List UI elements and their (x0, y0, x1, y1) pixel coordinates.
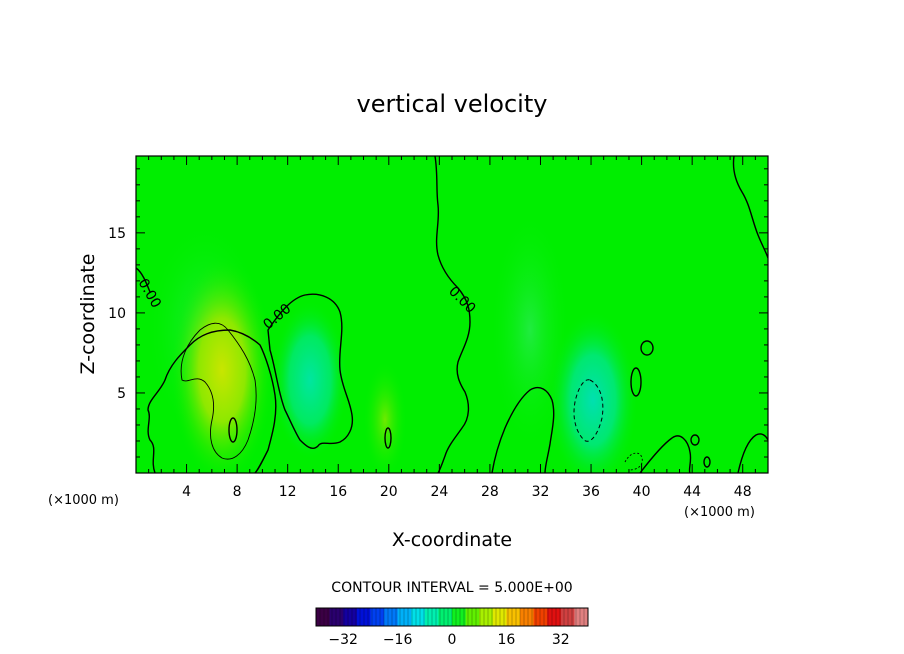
colorbar-swatch (384, 608, 399, 626)
colorbar-swatch (370, 608, 385, 626)
tick-marks (136, 156, 768, 473)
y-tick-labels: 5 10 15 (108, 226, 126, 402)
contour-lines (136, 156, 768, 473)
colorbar-swatch (506, 608, 521, 626)
colorbar-swatch (452, 608, 467, 626)
colorbar-swatch (479, 608, 494, 626)
y-axis-title: Z-coordinate (77, 254, 99, 375)
colorbar-swatch (438, 608, 453, 626)
shade-updraft-b (363, 360, 407, 473)
colorbar-swatch (343, 608, 358, 626)
y-tick-label: 5 (117, 386, 126, 402)
contour-zero-lower-right-b (737, 433, 768, 473)
contour-zero-c (434, 156, 471, 473)
contour-negative-downdraft (573, 379, 604, 442)
colorbar-tick-label: 0 (448, 632, 457, 648)
colorbar-swatch (411, 608, 426, 626)
x-unit-right: (×1000 m) (684, 505, 755, 520)
contour-zero-right (732, 156, 768, 259)
colorbar-tick-label: 16 (497, 632, 515, 648)
plot-area: 0.00 0.00 0.00 (136, 156, 768, 473)
colorbar-tick-label: −32 (328, 632, 358, 648)
contour-zero-b (267, 293, 354, 449)
contour-small-e (703, 456, 711, 468)
colorbar-swatch (465, 608, 480, 626)
x-tick-label: 28 (481, 484, 499, 500)
chart-title: vertical velocity (357, 90, 548, 118)
contour-small-c (630, 367, 642, 397)
x-tick-label: 44 (683, 484, 701, 500)
contour-small-d (690, 434, 700, 446)
x-tick-label: 40 (633, 484, 651, 500)
contour-zero-left-top (136, 267, 151, 293)
colorbar-tick-label: 32 (552, 632, 570, 648)
x-tick-label: 24 (430, 484, 448, 500)
x-tick-label: 48 (734, 484, 752, 500)
x-axis-title: X-coordinate (392, 529, 512, 551)
colorbar-swatch (520, 608, 535, 626)
colorbar-swatch (316, 608, 331, 626)
contour-small-b (640, 340, 654, 356)
x-unit-left: (×1000 m) (48, 493, 119, 508)
shade-downdraft-b (548, 310, 638, 473)
shade-downdraft-a (272, 300, 348, 460)
contour-interval: CONTOUR INTERVAL = 5.000E+00 (331, 580, 572, 596)
x-tick-label: 16 (329, 484, 347, 500)
x-tick-label: 32 (532, 484, 550, 500)
colorbar-swatch (329, 608, 344, 626)
x-tick-label: 12 (279, 484, 297, 500)
colorbar-frame (315, 607, 589, 627)
y-tick-label: 15 (108, 226, 126, 242)
contour-five-updraft (180, 322, 257, 460)
x-tick-label: 8 (233, 484, 242, 500)
x-tick-labels: 4 8 12 16 20 24 28 32 36 40 44 48 (182, 484, 752, 500)
colorbar (315, 607, 589, 627)
contour-zero-lower-right (639, 435, 692, 473)
x-tick-label: 4 (182, 484, 191, 500)
colorbar-swatch (547, 608, 562, 626)
contour-zero-d (491, 386, 555, 473)
contour-updraft-core (228, 417, 238, 443)
shade-updraft-main (170, 255, 274, 473)
colorbar-tick-label: −16 (383, 632, 413, 648)
contour-zero-updraft (147, 329, 277, 473)
colorbar-swatch (533, 608, 548, 626)
colorbar-tick-labels: −32 −16 0 16 32 (328, 632, 569, 648)
x-tick-label: 36 (582, 484, 600, 500)
y-tick-label: 10 (108, 306, 126, 322)
colorbar-swatch (397, 608, 412, 626)
x-tick-label: 20 (380, 484, 398, 500)
contour-small-a (384, 427, 392, 449)
contour-negative-small (624, 452, 643, 471)
colorbar-swatch (574, 608, 589, 626)
